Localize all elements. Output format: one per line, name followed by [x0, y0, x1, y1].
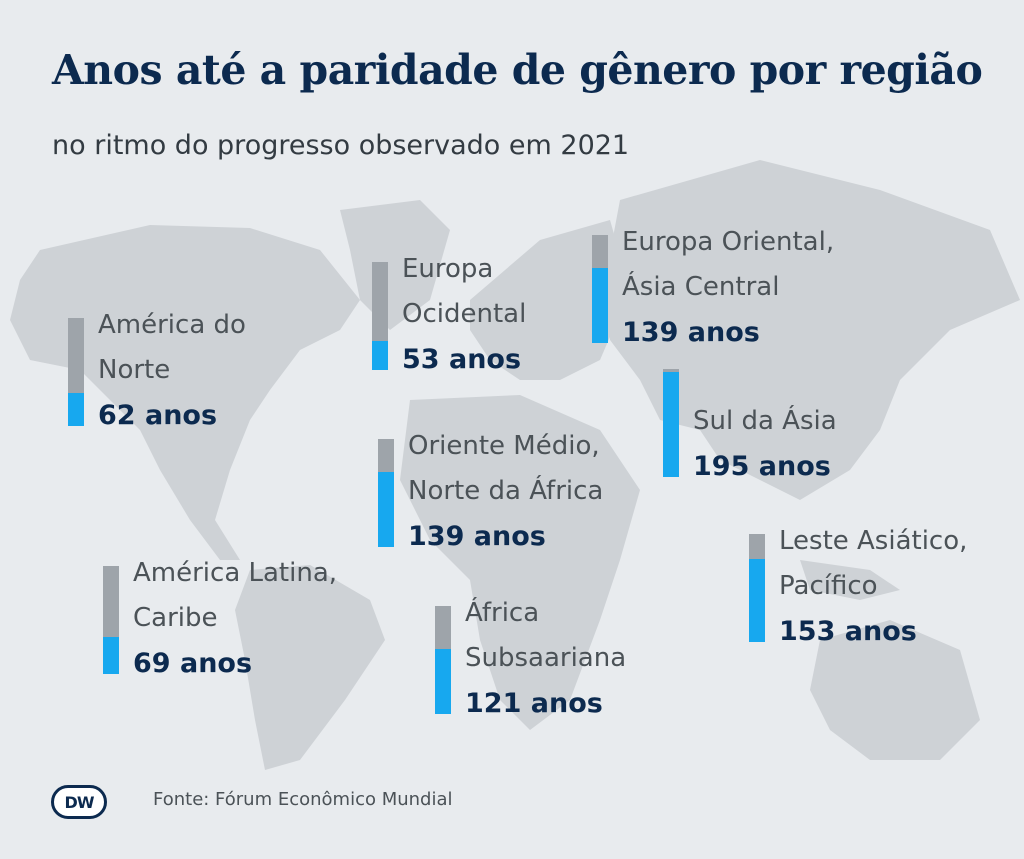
bar-value	[103, 637, 119, 674]
region-name-line: Ocidental	[402, 299, 527, 329]
years-value-label: 139 anos	[408, 521, 546, 552]
bar-track	[749, 534, 765, 642]
region-name-line: África	[465, 598, 540, 628]
bar-value	[68, 393, 84, 426]
bar-track	[68, 318, 84, 426]
region-name-line: Norte da África	[408, 476, 604, 506]
bar-value	[749, 559, 765, 642]
region-name-line: Ásia Central	[622, 272, 780, 302]
region-name-line: América Latina,	[133, 558, 338, 588]
region-name-line: Pacífico	[779, 571, 878, 601]
years-value-label: 121 anos	[465, 688, 603, 719]
region-label: África Subsaariana 121 anos	[465, 591, 626, 726]
bar-value	[592, 268, 608, 343]
region-label: Oriente Médio, Norte da África 139 anos	[408, 424, 603, 559]
region-name-line: Sul da Ásia	[693, 406, 837, 436]
source-note: Fonte: Fórum Econômico Mundial	[153, 789, 453, 810]
years-value-label: 195 anos	[693, 451, 831, 482]
region-name-line: Caribe	[133, 603, 218, 633]
region-label: Leste Asiático, Pacífico 153 anos	[779, 519, 967, 654]
bar-track	[372, 262, 388, 370]
dw-logo: DW	[51, 785, 107, 819]
bar-value	[435, 649, 451, 714]
bar-track	[663, 369, 679, 477]
region-name-line: Norte	[98, 355, 171, 385]
region-name-line: Leste Asiático,	[779, 526, 968, 556]
bar-track	[435, 606, 451, 714]
bar-value	[663, 372, 679, 477]
page-subtitle: no ritmo do progresso observado em 2021	[52, 130, 630, 161]
region-label: América do Norte 62 anos	[98, 303, 246, 438]
bar-value	[378, 472, 394, 547]
years-value-label: 139 anos	[622, 317, 760, 348]
years-value-label: 153 anos	[779, 616, 917, 647]
region-name-line: Europa Oriental,	[622, 227, 835, 257]
bar-track	[378, 439, 394, 547]
bar-value	[372, 341, 388, 370]
region-name-line: Subsaariana	[465, 643, 627, 673]
region-label: Sul da Ásia 195 anos	[693, 399, 837, 489]
region-name-line: Oriente Médio,	[408, 431, 600, 461]
years-value-label: 53 anos	[402, 344, 522, 375]
page-title: Anos até a paridade de gênero por região	[52, 46, 983, 94]
bar-track	[592, 235, 608, 343]
region-name-line: Europa	[402, 254, 494, 284]
region-name-line: América do	[98, 310, 246, 340]
years-value-label: 69 anos	[133, 648, 253, 679]
region-label: América Latina, Caribe 69 anos	[133, 551, 337, 686]
bar-track	[103, 566, 119, 674]
years-value-label: 62 anos	[98, 400, 218, 431]
region-label: Europa Oriental, Ásia Central 139 anos	[622, 220, 834, 355]
region-label: Europa Ocidental 53 anos	[402, 247, 526, 382]
